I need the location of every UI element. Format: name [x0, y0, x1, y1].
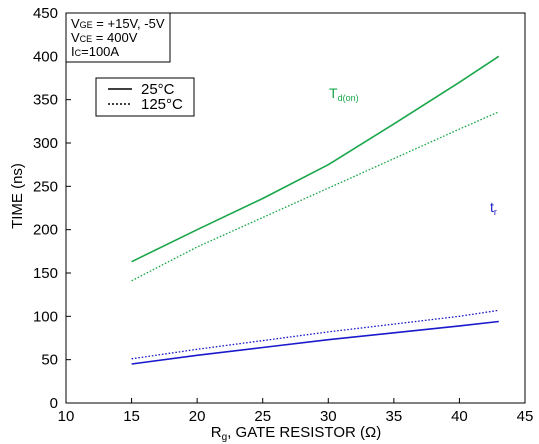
y-tick-label: 450 [33, 5, 58, 22]
condition-ic-main: I [71, 44, 75, 59]
legend: 25°C 125°C [95, 77, 195, 117]
y-tick-label: 400 [33, 48, 58, 65]
td-on-25c-line [131, 55, 500, 263]
plot-frame [65, 12, 526, 404]
y-tick-label: 300 [33, 135, 58, 152]
x-axis-title-sub: g [222, 432, 228, 443]
x-tick-label: 35 [386, 408, 403, 425]
condition-vge-main: V [71, 16, 80, 31]
series-layer [131, 55, 500, 365]
condition-vce-sub: CE [80, 34, 93, 44]
x-tick-label: 10 [58, 408, 75, 425]
condition-vce-rest: = 400V [92, 30, 138, 45]
condition-ic-sub: C [75, 48, 82, 58]
x-axis-title-rest: , GATE RESISTOR (Ω) [227, 424, 381, 441]
y-axis-ticks: 0 50 100 150 200 250 300 350 400 450 [33, 5, 71, 412]
annotation-tr: tr [490, 199, 497, 217]
y-tick-label: 50 [41, 352, 58, 369]
annotation-td-on-main: T [329, 85, 338, 101]
y-axis-title: TIME (ns) [9, 163, 26, 229]
condition-vce-main: V [71, 30, 80, 45]
annotation-tr-main: t [490, 199, 494, 215]
x-tick-label: 15 [123, 408, 140, 425]
y-tick-label: 150 [33, 265, 58, 282]
x-tick-label: 30 [320, 408, 337, 425]
x-tick-label: 40 [451, 408, 468, 425]
x-tick-label: 25 [254, 408, 271, 425]
condition-vge: VGE = +15V, -5V [71, 16, 165, 31]
condition-vce: VCE = 400V [71, 30, 138, 45]
y-tick-label: 350 [33, 92, 58, 109]
condition-ic: IC=100A [71, 44, 119, 59]
tr-25c-line [131, 320, 499, 365]
y-tick-label: 100 [33, 308, 58, 325]
x-tick-label: 45 [517, 408, 534, 425]
condition-vge-sub: GE [80, 20, 93, 30]
legend-frame [95, 77, 195, 117]
x-axis-title: Rg, GATE RESISTOR (Ω) [211, 424, 381, 443]
tr-125c-line [131, 309, 499, 360]
legend-label-25c: 25°C [141, 81, 175, 98]
td-on-125c-line [131, 111, 500, 282]
x-axis-title-main: R [211, 424, 222, 441]
y-tick-label: 250 [33, 178, 58, 195]
annotation-tr-sub: r [494, 207, 497, 217]
legend-label-125c: 125°C [141, 96, 183, 113]
condition-ic-rest: =100A [81, 44, 119, 59]
y-tick-label: 0 [50, 395, 58, 412]
y-tick-label: 200 [33, 222, 58, 239]
annotation-td-on-sub: d(on) [338, 93, 359, 103]
conditions-box-frame [65, 12, 171, 63]
x-axis-ticks: 10 15 20 25 30 35 40 45 [58, 398, 534, 425]
conditions-box: VGE = +15V, -5V VCE = 400V IC=100A [65, 12, 171, 63]
condition-vge-rest: = +15V, -5V [93, 16, 165, 31]
annotation-td-on: Td(on) [329, 85, 359, 103]
x-tick-label: 20 [189, 408, 206, 425]
